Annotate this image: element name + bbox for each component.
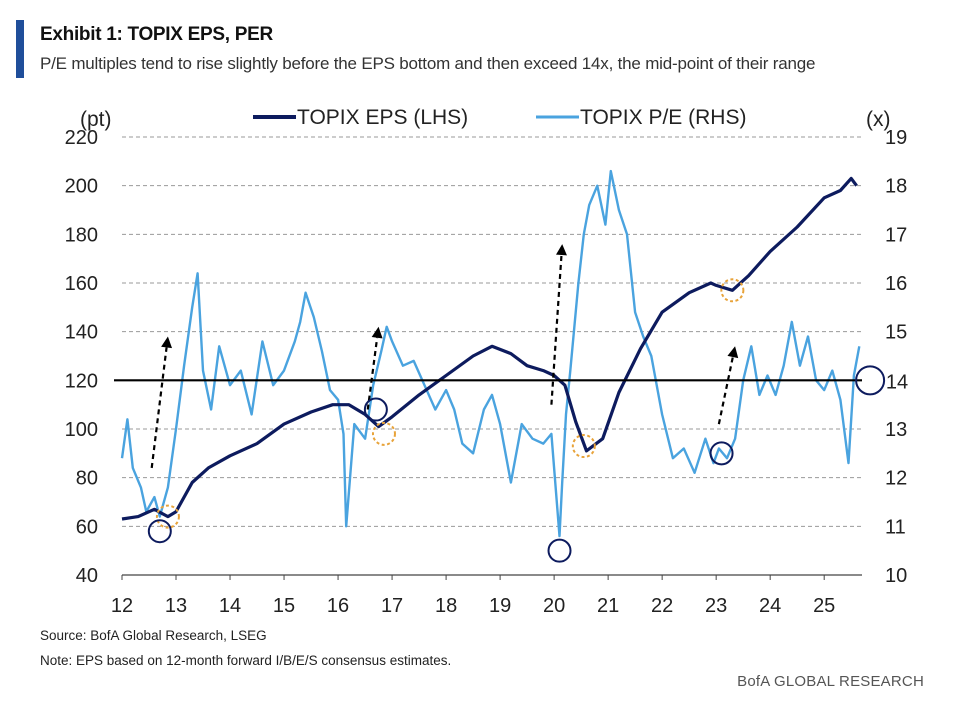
x-tick-label: 24 <box>759 595 781 617</box>
exhibit-accent-bar <box>16 20 24 78</box>
left-tick-label: 200 <box>65 176 98 198</box>
x-tick-label: 13 <box>165 595 187 617</box>
left-tick-label: 100 <box>65 419 98 441</box>
x-tick-label: 21 <box>597 595 619 617</box>
annotations: 14 <box>114 244 908 563</box>
x-tick-label: 19 <box>489 595 511 617</box>
dashed-arrow-shaft <box>717 356 734 425</box>
exhibit-subtitle: P/E multiples tend to rise slightly befo… <box>40 54 816 73</box>
dashed-arrow-head <box>161 336 173 349</box>
source-note: Source: BofA Global Research, LSEG <box>40 628 267 643</box>
pe-circle-marker <box>363 397 388 422</box>
legend-eps-label: TOPIX EPS (LHS) <box>297 106 468 129</box>
legend-pe-label: TOPIX P/E (RHS) <box>580 106 746 129</box>
left-tick-label: 80 <box>76 468 98 490</box>
x-tick-label: 12 <box>111 595 133 617</box>
eps-bottom-marker <box>720 278 745 303</box>
eps-bottom-marker <box>155 504 180 529</box>
series-lines <box>120 169 861 538</box>
x-tick-label: 14 <box>219 595 241 617</box>
eps-bottom-marker <box>571 434 596 459</box>
dashed-arrow-shaft <box>366 337 379 410</box>
gridlines <box>122 136 862 527</box>
eps-series-line <box>121 176 858 521</box>
x-tick-label: 22 <box>651 595 673 617</box>
x-tick-label: 20 <box>543 595 565 617</box>
pe-circle-marker <box>547 538 572 563</box>
right-tick-label: 15 <box>885 322 907 344</box>
x-tick-label: 15 <box>273 595 295 617</box>
right-tick-label: 12 <box>885 468 907 490</box>
dashed-arrow-head <box>371 326 383 339</box>
methodology-note: Note: EPS based on 12-month forward I/B/… <box>40 653 452 668</box>
right-tick-label: 10 <box>885 565 907 587</box>
left-tick-label: 120 <box>65 370 98 392</box>
dashed-arrow-shaft <box>550 254 563 405</box>
dashed-arrow-head <box>727 346 739 359</box>
pe-circle-marker <box>709 441 734 466</box>
axes: 40 60 80 100 120 140 160 180 200 220 10 11 12 13 15 16 1… <box>65 127 908 617</box>
right-tick-label: 18 <box>885 176 907 198</box>
pe-circle-marker <box>855 365 886 396</box>
left-tick-label: 180 <box>65 224 98 246</box>
right-tick-label: 16 <box>885 273 907 295</box>
left-tick-label: 220 <box>65 127 98 149</box>
right-tick-label: 11 <box>885 516 906 538</box>
eps-bottom-marker <box>371 421 396 446</box>
x-tick-label: 18 <box>435 595 457 617</box>
right-tick-label: 19 <box>885 127 907 149</box>
pe-circle-marker <box>147 519 172 544</box>
right-tick-label: 17 <box>885 224 907 246</box>
right-tick-label: 13 <box>885 419 907 441</box>
x-tick-label: 25 <box>813 595 835 617</box>
pe-series-line <box>120 169 861 538</box>
right-axis-unit: (x) <box>866 108 891 131</box>
reference-line-label: 14 <box>886 371 908 393</box>
x-tick-label: 17 <box>381 595 403 617</box>
left-tick-label: 140 <box>65 322 98 344</box>
x-tick-label: 23 <box>705 595 727 617</box>
x-tick-label: 16 <box>327 595 349 617</box>
brand-label: BofA GLOBAL RESEARCH <box>737 673 924 690</box>
dashed-arrow-head <box>555 244 567 256</box>
left-tick-label: 60 <box>76 516 98 538</box>
exhibit-title: Exhibit 1: TOPIX EPS, PER <box>40 24 273 45</box>
left-tick-label: 160 <box>65 273 98 295</box>
topix-eps-pe-chart: 40 60 80 100 120 140 160 180 200 220 10 11 12 13 15 16 1… <box>65 106 909 617</box>
dashed-arrow-shaft <box>150 347 168 469</box>
left-tick-label: 40 <box>76 565 98 587</box>
left-axis-unit: (pt) <box>80 108 112 131</box>
legend: TOPIX EPS (LHS) TOPIX P/E (RHS) <box>253 106 746 129</box>
